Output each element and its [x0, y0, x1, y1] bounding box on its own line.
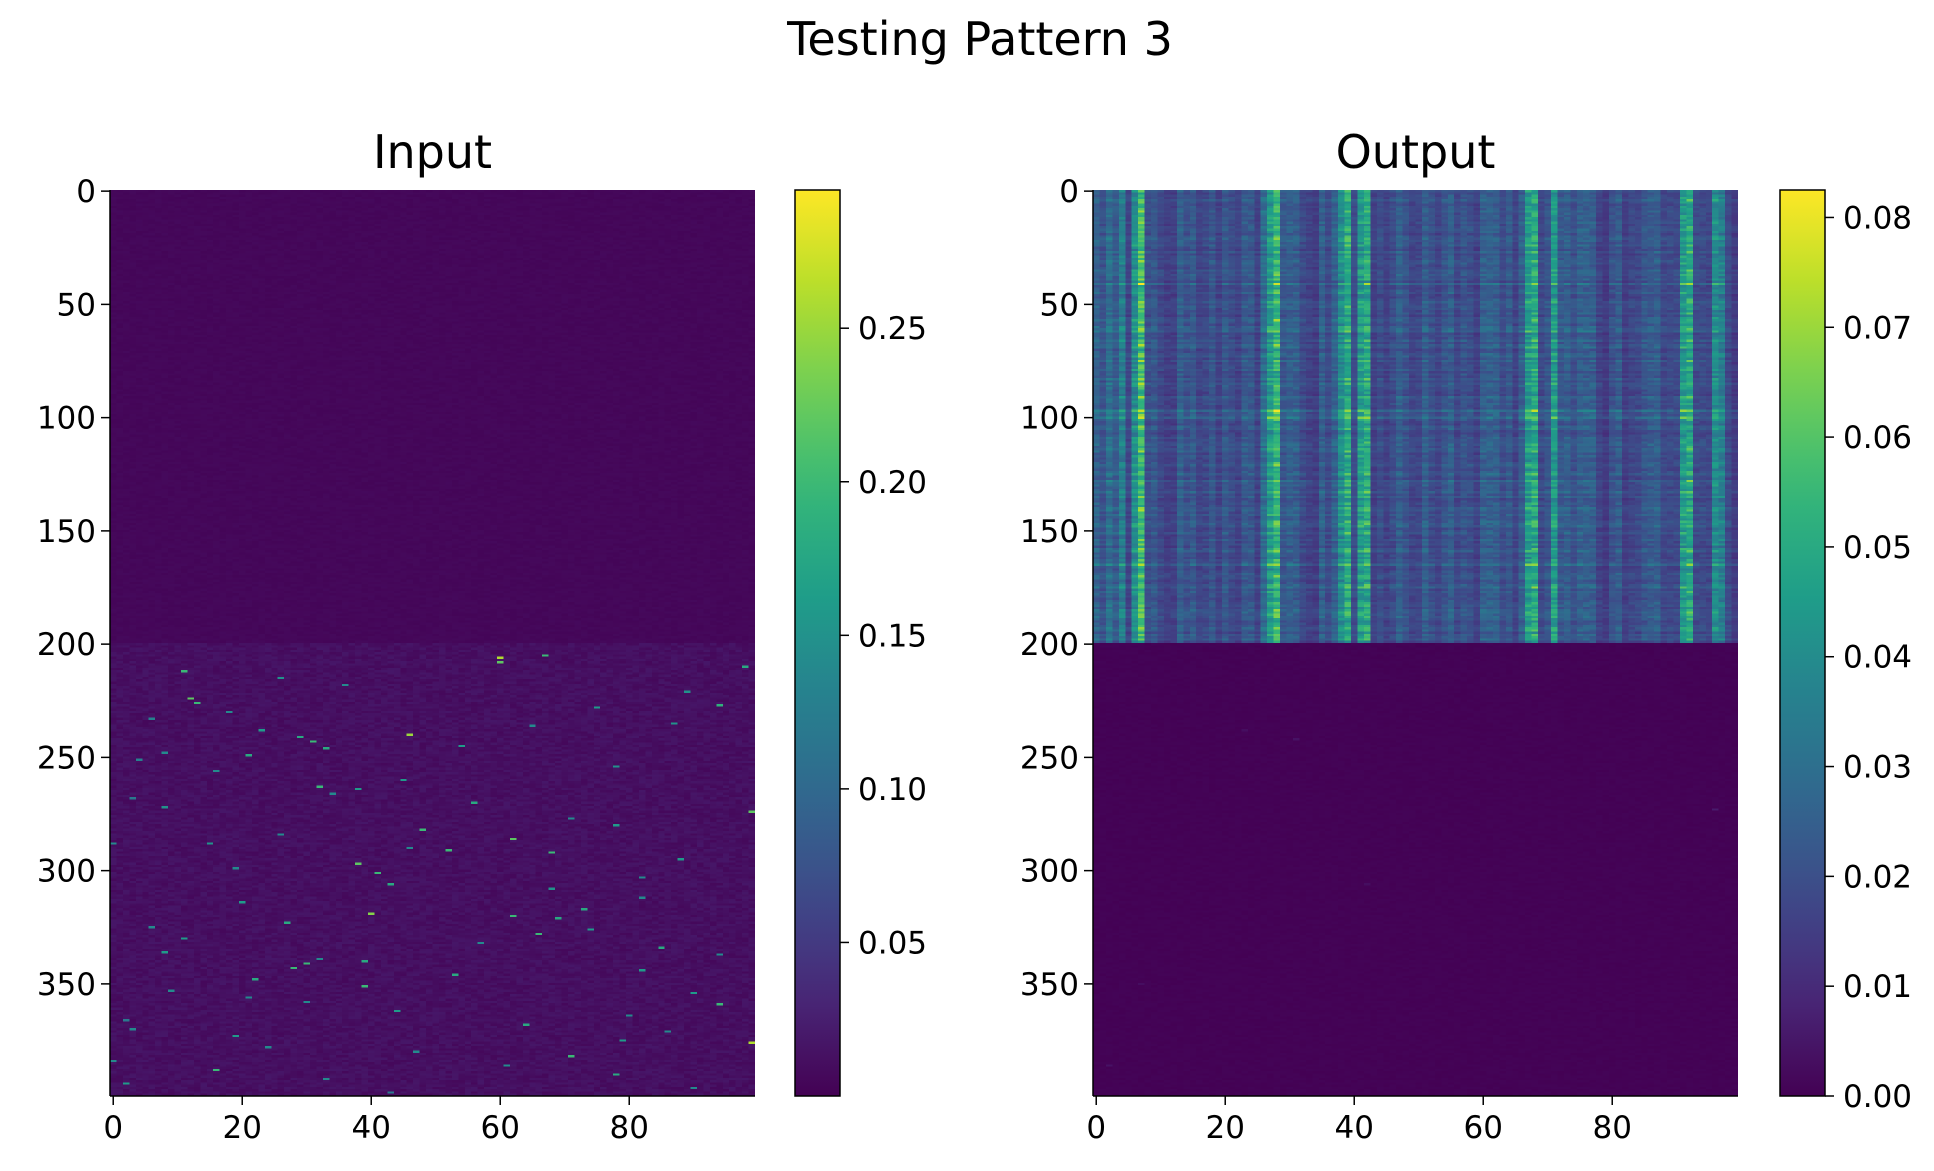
heatmap-image	[1093, 190, 1738, 1096]
colorbar-tick-label: 0.05	[1843, 530, 1912, 566]
colorbar-tick-label: 0.03	[1843, 750, 1912, 786]
colorbar	[794, 189, 841, 1097]
x-tick-label: 20	[222, 1110, 261, 1146]
colorbar-tick-label: 0.06	[1843, 420, 1912, 456]
output-panel: Output 0 50 100 150 200 250 300 350 0 20 40 60 80 0.00…	[1020, 125, 1912, 1146]
heatmap-image	[110, 190, 755, 1096]
y-tick-label: 300	[37, 854, 96, 890]
colorbar-tick-label: 0.05	[858, 925, 927, 961]
colorbar-tick-label: 0.20	[858, 465, 927, 501]
colorbar-tick-label: 0.01	[1843, 969, 1912, 1005]
colorbar-tick-label: 0.07	[1843, 310, 1912, 346]
y-tick-label: 50	[1040, 287, 1079, 323]
y-tick-label: 200	[1020, 627, 1079, 663]
colorbar-tick-label: 0.04	[1843, 640, 1912, 676]
colorbar-tick-label: 0.02	[1843, 859, 1912, 895]
colorbar-tick-label: 0.00	[1843, 1079, 1912, 1115]
x-tick-label: 80	[1592, 1110, 1631, 1146]
x-tick-label: 0	[1086, 1110, 1106, 1146]
colorbar-tick-label: 0.08	[1843, 200, 1912, 236]
y-tick-label: 0	[1059, 174, 1079, 210]
y-tick-label: 300	[1020, 854, 1079, 890]
y-tick-label: 250	[37, 740, 96, 776]
x-tick-label: 40	[351, 1110, 390, 1146]
y-tick-label: 50	[57, 287, 96, 323]
panel-title: Input	[373, 125, 492, 179]
x-tick-label: 40	[1334, 1110, 1373, 1146]
panel-title: Output	[1336, 125, 1496, 179]
colorbar-tick-label: 0.15	[858, 618, 927, 654]
y-tick-label: 100	[37, 401, 96, 437]
y-tick-label: 350	[1020, 967, 1079, 1003]
colorbar-tick-label: 0.25	[858, 311, 927, 347]
y-tick-label: 0	[76, 174, 96, 210]
x-tick-label: 60	[1463, 1110, 1502, 1146]
colorbar-tick-label: 0.10	[858, 772, 927, 808]
y-tick-label: 150	[1020, 514, 1079, 550]
x-tick-label: 20	[1205, 1110, 1244, 1146]
x-tick-label: 60	[480, 1110, 519, 1146]
y-tick-label: 250	[1020, 740, 1079, 776]
y-tick-label: 350	[37, 967, 96, 1003]
y-tick-label: 100	[1020, 401, 1079, 437]
y-tick-label: 150	[37, 514, 96, 550]
x-tick-label: 0	[103, 1110, 123, 1146]
x-tick-label: 80	[609, 1110, 648, 1146]
input-panel: Input 0 50 100 150 200 250 300 350 0 20 40 60 80 0.05 0…	[37, 125, 927, 1146]
figure-suptitle: Testing Pattern 3	[786, 12, 1173, 66]
colorbar	[1779, 189, 1826, 1097]
y-tick-label: 200	[37, 627, 96, 663]
